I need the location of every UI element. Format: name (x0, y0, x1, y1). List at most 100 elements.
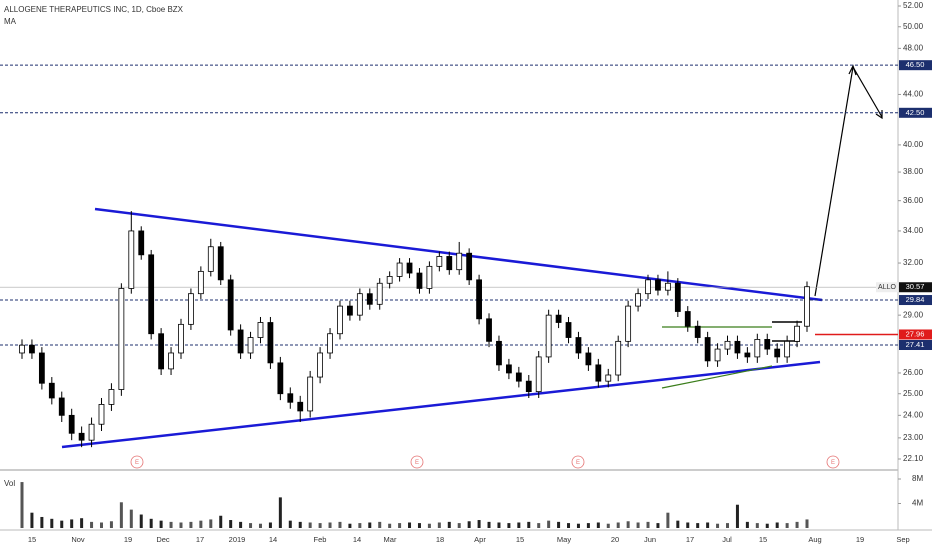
volume-bar (288, 520, 292, 528)
volume-bar (437, 522, 441, 528)
candle-body (645, 279, 651, 295)
candle-body (456, 252, 463, 271)
volume-bar (726, 523, 730, 528)
candle-body (277, 362, 284, 395)
volume-tick-label: 4M (912, 499, 923, 508)
volume-bar (308, 522, 312, 528)
candle-body (337, 305, 343, 335)
candle-body (158, 333, 165, 370)
candle-body (128, 230, 135, 289)
volume-bar (338, 521, 342, 528)
candle-body (684, 311, 691, 327)
volume-bar (646, 521, 650, 528)
price-tag (899, 60, 932, 71)
volume-bar (169, 521, 173, 528)
candles (19, 211, 810, 448)
y-tick-label: 26.00 (903, 368, 924, 377)
x-tick-label: 15 (759, 535, 767, 544)
candle-body (178, 323, 184, 354)
candle-body (347, 305, 353, 316)
candle-body (674, 282, 681, 312)
y-tick-label: 24.00 (903, 410, 924, 419)
candle-body (217, 246, 224, 281)
candle-body (436, 256, 443, 267)
volume-bar (785, 523, 789, 528)
earnings-circle (410, 455, 424, 469)
x-tick-label: Jul (722, 535, 732, 544)
volume-bar (517, 522, 521, 528)
x-tick-label: Feb (314, 535, 327, 544)
candle-body (237, 329, 244, 354)
volume-bar (447, 521, 451, 528)
candle-body (615, 340, 622, 376)
volume-bar (99, 522, 103, 528)
volume-bar (805, 519, 809, 528)
candle-body (366, 293, 373, 305)
volume-bar (129, 509, 133, 528)
candle-body (545, 314, 552, 358)
price-tag (899, 329, 932, 340)
y-tick-label: 52.00 (903, 1, 924, 10)
price-tag-label: 29.84 (906, 295, 925, 304)
earnings-marker: E (135, 460, 139, 466)
volume-bar (80, 518, 84, 528)
candle-body (446, 256, 453, 271)
candle-body (505, 364, 512, 374)
volume-bar (199, 520, 203, 528)
candle-body (317, 352, 324, 378)
y-tick-label: 50.00 (903, 22, 924, 31)
candle-body (38, 352, 45, 384)
candle-body (535, 356, 542, 393)
volume-bar (775, 522, 779, 528)
volume-bar (537, 523, 541, 528)
candle-body (575, 337, 582, 354)
volume-bar (50, 518, 54, 528)
volume-bar (358, 523, 362, 528)
candle-body (694, 325, 701, 338)
candle-body (78, 432, 85, 441)
price-tag-label: 46.50 (906, 60, 925, 69)
volume-bar (467, 521, 471, 528)
volume-bar (229, 520, 233, 528)
volume-bar (735, 504, 739, 528)
candle-body (555, 314, 562, 323)
candle-body (48, 382, 55, 399)
price-tag-label: 27.41 (906, 340, 925, 349)
volume-bar (606, 523, 610, 528)
x-tick-label: Sep (896, 535, 909, 544)
y-tick-label: 48.00 (903, 43, 924, 52)
price-tag (899, 107, 932, 118)
candle-body (635, 293, 641, 307)
candle-body (108, 389, 115, 405)
candle-body (227, 279, 234, 331)
earnings-marker: E (831, 460, 835, 466)
candle-body (774, 348, 781, 358)
volume-bar (706, 522, 710, 528)
candle-body (734, 340, 741, 354)
volume-bar (179, 522, 183, 528)
price-tag (899, 295, 932, 306)
earnings-marker: E (576, 460, 580, 466)
volume-bar (278, 497, 282, 528)
volume-bar (189, 521, 193, 528)
candle-body (376, 282, 383, 305)
x-tick-label: 17 (686, 535, 694, 544)
volume-bar (298, 521, 302, 528)
volume-bar (527, 521, 531, 528)
lower-trendline (61, 360, 821, 449)
volume-bar (30, 512, 34, 528)
x-tick-label: 17 (196, 535, 204, 544)
volume-bar (795, 521, 799, 528)
volume-bar (626, 521, 630, 528)
x-tick-label: Apr (474, 535, 486, 544)
candle-body (396, 262, 403, 277)
last-price-label: 30.57 (906, 282, 925, 291)
candle-body (595, 364, 602, 382)
candle-body (515, 372, 522, 382)
candle-body (148, 254, 155, 335)
volume-bar (70, 519, 74, 528)
candle-body (476, 279, 482, 320)
candle-body (466, 252, 473, 281)
